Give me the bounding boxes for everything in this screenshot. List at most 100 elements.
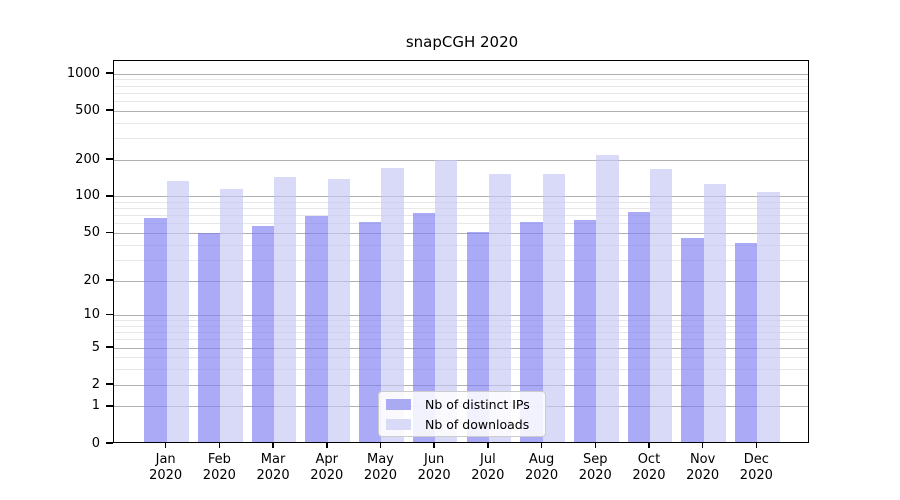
legend-label-downloads: Nb of downloads [425, 416, 530, 432]
y-axis-tick [106, 442, 113, 444]
month-label: Dec [743, 452, 769, 467]
y-axis-tick-label: 50 [83, 225, 100, 241]
year-label: 2020 [578, 468, 612, 483]
y-axis-tick-label: 0 [91, 435, 100, 451]
x-axis-tick [540, 443, 543, 448]
bar-distinct-ips-sep [573, 220, 597, 442]
year-label: 2020 [632, 468, 666, 483]
gridline-minor [114, 79, 808, 81]
y-axis-tick-label: 5 [91, 339, 100, 355]
x-axis-tick [433, 443, 435, 448]
bar-downloads-sep [596, 155, 619, 442]
y-axis-tick [106, 158, 113, 160]
gridline-major [114, 196, 808, 198]
y-axis-tick [106, 346, 113, 348]
year-label: 2020 [739, 468, 773, 483]
gridline-major [114, 73, 808, 75]
gridline-minor [114, 85, 808, 87]
x-axis-tick [701, 443, 704, 448]
legend-row-distinct-ips: Nb of distinct IPs [386, 397, 545, 412]
bar-distinct-ips-aug [520, 221, 543, 442]
x-axis-tick [755, 443, 758, 448]
y-axis-tick [106, 231, 113, 234]
y-axis-tick [106, 405, 113, 407]
gridline-minor [114, 369, 808, 371]
year-label: 2020 [149, 468, 183, 483]
bar-downloads-mar [274, 176, 297, 442]
bar-downloads-jun [435, 159, 458, 442]
year-label: 2020 [256, 468, 290, 483]
gridline-major [114, 110, 808, 112]
x-axis-tick-label: Jul 2020 [461, 452, 515, 484]
bar-downloads-nov [703, 184, 726, 442]
month-label: Jul [480, 452, 496, 467]
gridline-minor [114, 320, 808, 322]
month-label: Sep [582, 452, 608, 467]
y-axis-tick-label: 1 [91, 398, 100, 414]
year-label: 2020 [363, 468, 397, 483]
gridline-minor [114, 332, 808, 334]
x-axis-tick-label: Nov 2020 [676, 452, 730, 484]
gridline-minor [114, 223, 808, 225]
bar-distinct-ips-dec [735, 243, 758, 442]
plot-area: Nb of distinct IPs Nb of downloads [113, 60, 809, 443]
bar-distinct-ips-oct [627, 212, 650, 442]
x-axis-tick-label: Oct 2020 [622, 452, 676, 484]
chart-title: snapCGH 2020 [405, 33, 519, 51]
gridline-major [114, 347, 808, 349]
bar-downloads-feb [220, 189, 243, 442]
gridline-major [114, 315, 808, 317]
gridline-minor [114, 244, 808, 246]
gridline-minor [114, 202, 808, 204]
gridline-minor [114, 92, 808, 94]
legend-swatch-distinct-ips [386, 398, 411, 410]
bar-downloads-may [381, 168, 404, 442]
x-axis-tick [648, 443, 650, 448]
y-axis-tick-label: 100 [75, 188, 100, 204]
x-axis-tick-label: Aug 2020 [515, 452, 569, 484]
y-axis-tick-label: 2 [91, 376, 100, 392]
x-axis-tick [272, 443, 274, 448]
gridline-major [114, 384, 808, 386]
bar-downloads-jan [166, 181, 189, 442]
y-axis-tick [106, 109, 113, 111]
month-label: Aug [528, 452, 555, 467]
bar-downloads-jul [488, 174, 512, 442]
bar-distinct-ips-jul [466, 231, 489, 442]
year-label: 2020 [417, 468, 451, 483]
legend-label-distinct-ips: Nb of distinct IPs [425, 396, 530, 412]
x-axis-tick [487, 443, 489, 448]
bar-distinct-ips-feb [198, 232, 221, 442]
x-axis-tick [594, 443, 596, 448]
y-axis-tick-label: 1000 [66, 65, 100, 81]
month-label: Mar [260, 452, 286, 467]
y-axis-tick-label: 20 [83, 272, 100, 288]
legend-swatch-downloads [386, 418, 411, 430]
gridline-major [114, 233, 808, 235]
y-axis-tick-label: 10 [83, 307, 100, 323]
bar-downloads-oct [649, 168, 673, 442]
year-label: 2020 [310, 468, 344, 483]
gridline-minor [114, 101, 808, 102]
x-axis-tick-label: Apr 2020 [300, 452, 354, 484]
month-label: Oct [637, 452, 661, 467]
x-axis-tick [326, 443, 328, 448]
year-label: 2020 [471, 468, 505, 483]
month-label: Feb [207, 452, 231, 467]
gridline-minor [114, 339, 808, 341]
year-label: 2020 [686, 468, 720, 483]
y-axis-tick [106, 383, 113, 385]
y-axis-tick [106, 313, 113, 316]
y-axis-tick [106, 72, 113, 74]
gridline-minor [114, 357, 808, 359]
legend: Nb of distinct IPs Nb of downloads [378, 391, 546, 437]
month-label: May [366, 452, 394, 467]
y-axis-tick-label: 500 [75, 102, 100, 118]
bar-distinct-ips-nov [681, 238, 704, 442]
gridline-major [114, 280, 808, 282]
bar-downloads-apr [327, 179, 351, 442]
y-axis-tick [106, 195, 113, 197]
x-axis-tick [164, 443, 167, 448]
x-axis-tick-label: Jan 2020 [139, 452, 193, 484]
